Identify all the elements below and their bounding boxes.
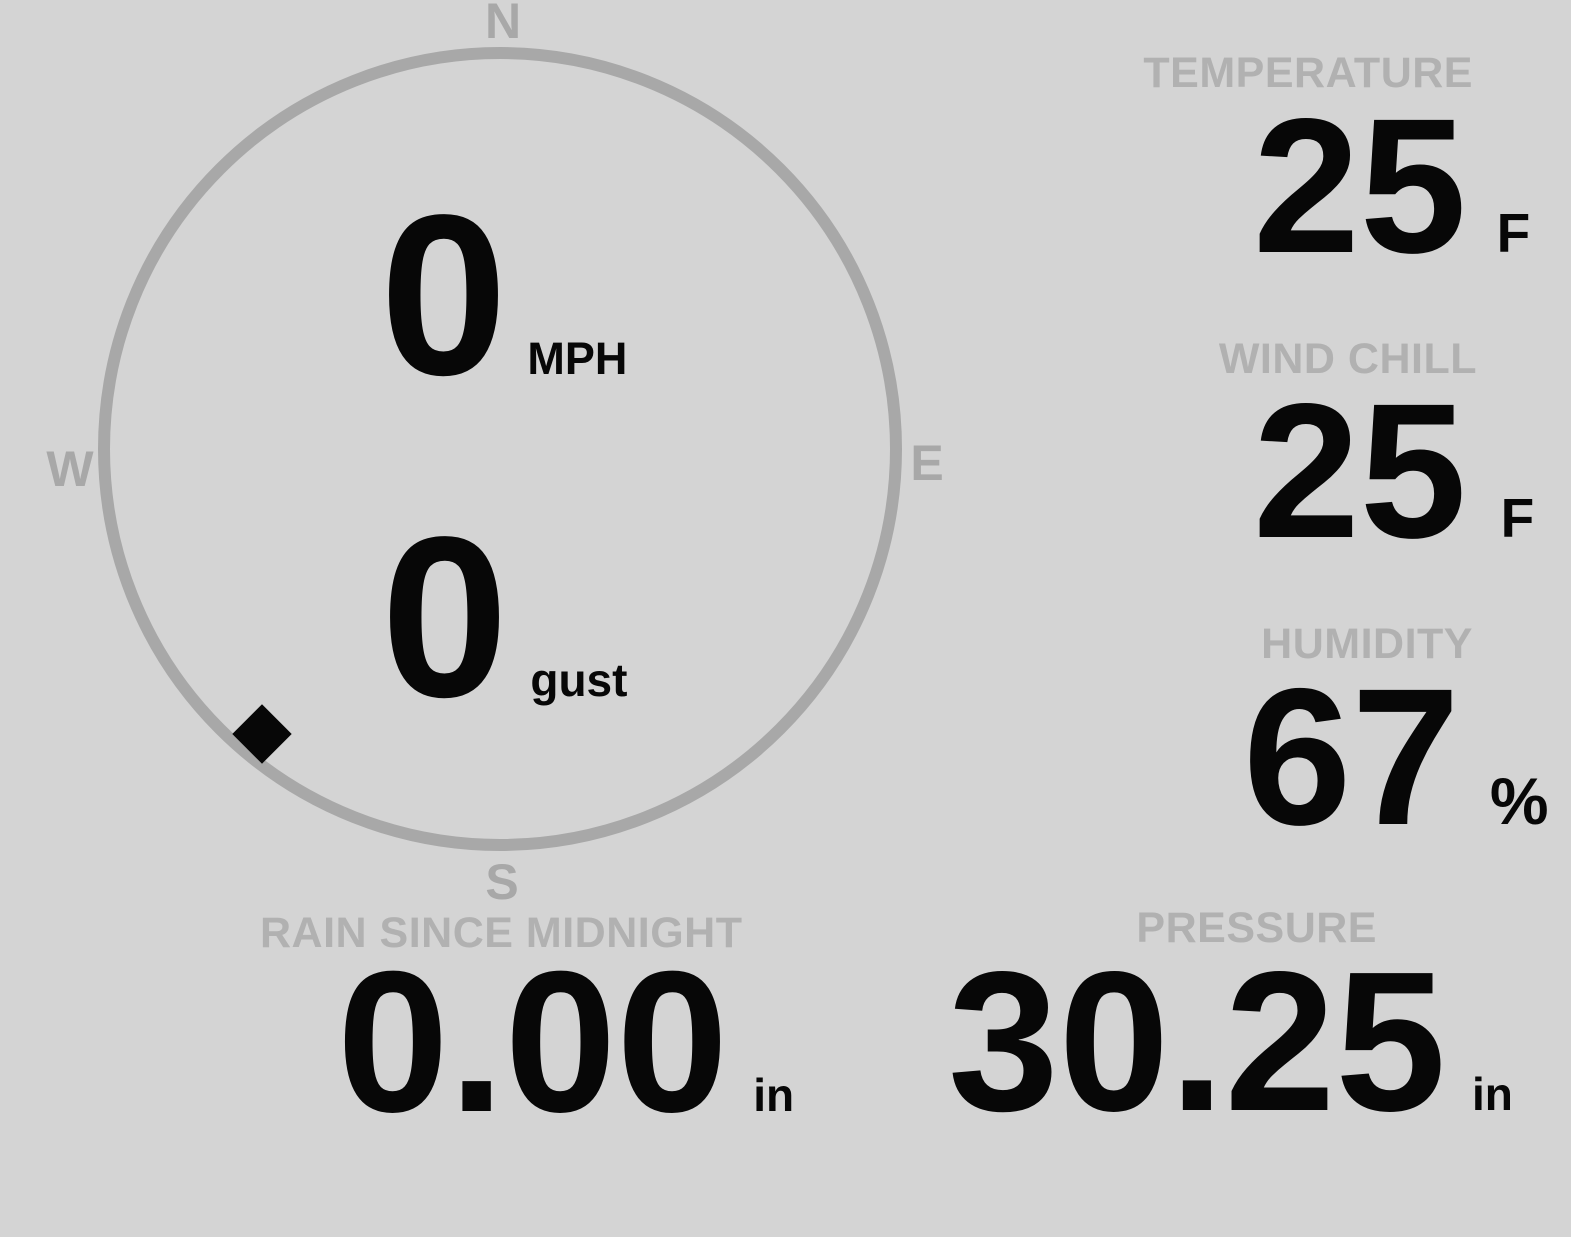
wind-speed: 0 MPH	[380, 181, 627, 410]
humidity: 67 %	[1243, 660, 1549, 855]
temperature: 25 F	[1253, 90, 1530, 282]
pressure-unit: in	[1472, 1068, 1513, 1120]
compass-cardinal-south: S	[485, 854, 519, 910]
rain-since-midnight-unit: in	[753, 1069, 795, 1121]
wind-chill-unit: F	[1500, 487, 1535, 549]
wind-gust-unit: gust	[530, 654, 628, 706]
wind-speed-unit: MPH	[527, 333, 628, 384]
humidity-value: 67	[1243, 648, 1460, 866]
wind-chill-value: 25	[1253, 363, 1467, 578]
temperature-value: 25	[1253, 78, 1467, 293]
wind-chill: 25 F	[1253, 375, 1534, 567]
pressure-label: PRESSURE	[1136, 904, 1377, 952]
wind-speed-value: 0	[380, 167, 508, 423]
compass-cardinal-east: E	[910, 435, 944, 491]
wind-gust: 0 gust	[381, 503, 627, 732]
temperature-label: TEMPERATURE	[1143, 49, 1473, 97]
humidity-label: HUMIDITY	[1261, 620, 1473, 668]
wind-chill-label: WIND CHILL	[1218, 335, 1477, 383]
rain-since-midnight-label: RAIN SINCE MIDNIGHT	[260, 909, 743, 957]
pressure: 30.25 in	[948, 943, 1513, 1142]
rain-since-midnight: 0.00 in	[337, 941, 794, 1142]
compass-cardinal-west: W	[46, 441, 94, 497]
temperature-unit: F	[1496, 202, 1531, 264]
wind-gust-value: 0	[381, 489, 509, 745]
rain-since-midnight-value: 0.00	[337, 929, 729, 1154]
compass-cardinal-north: N	[484, 0, 522, 49]
humidity-unit: %	[1489, 764, 1549, 838]
pressure-value: 30.25	[948, 931, 1446, 1153]
